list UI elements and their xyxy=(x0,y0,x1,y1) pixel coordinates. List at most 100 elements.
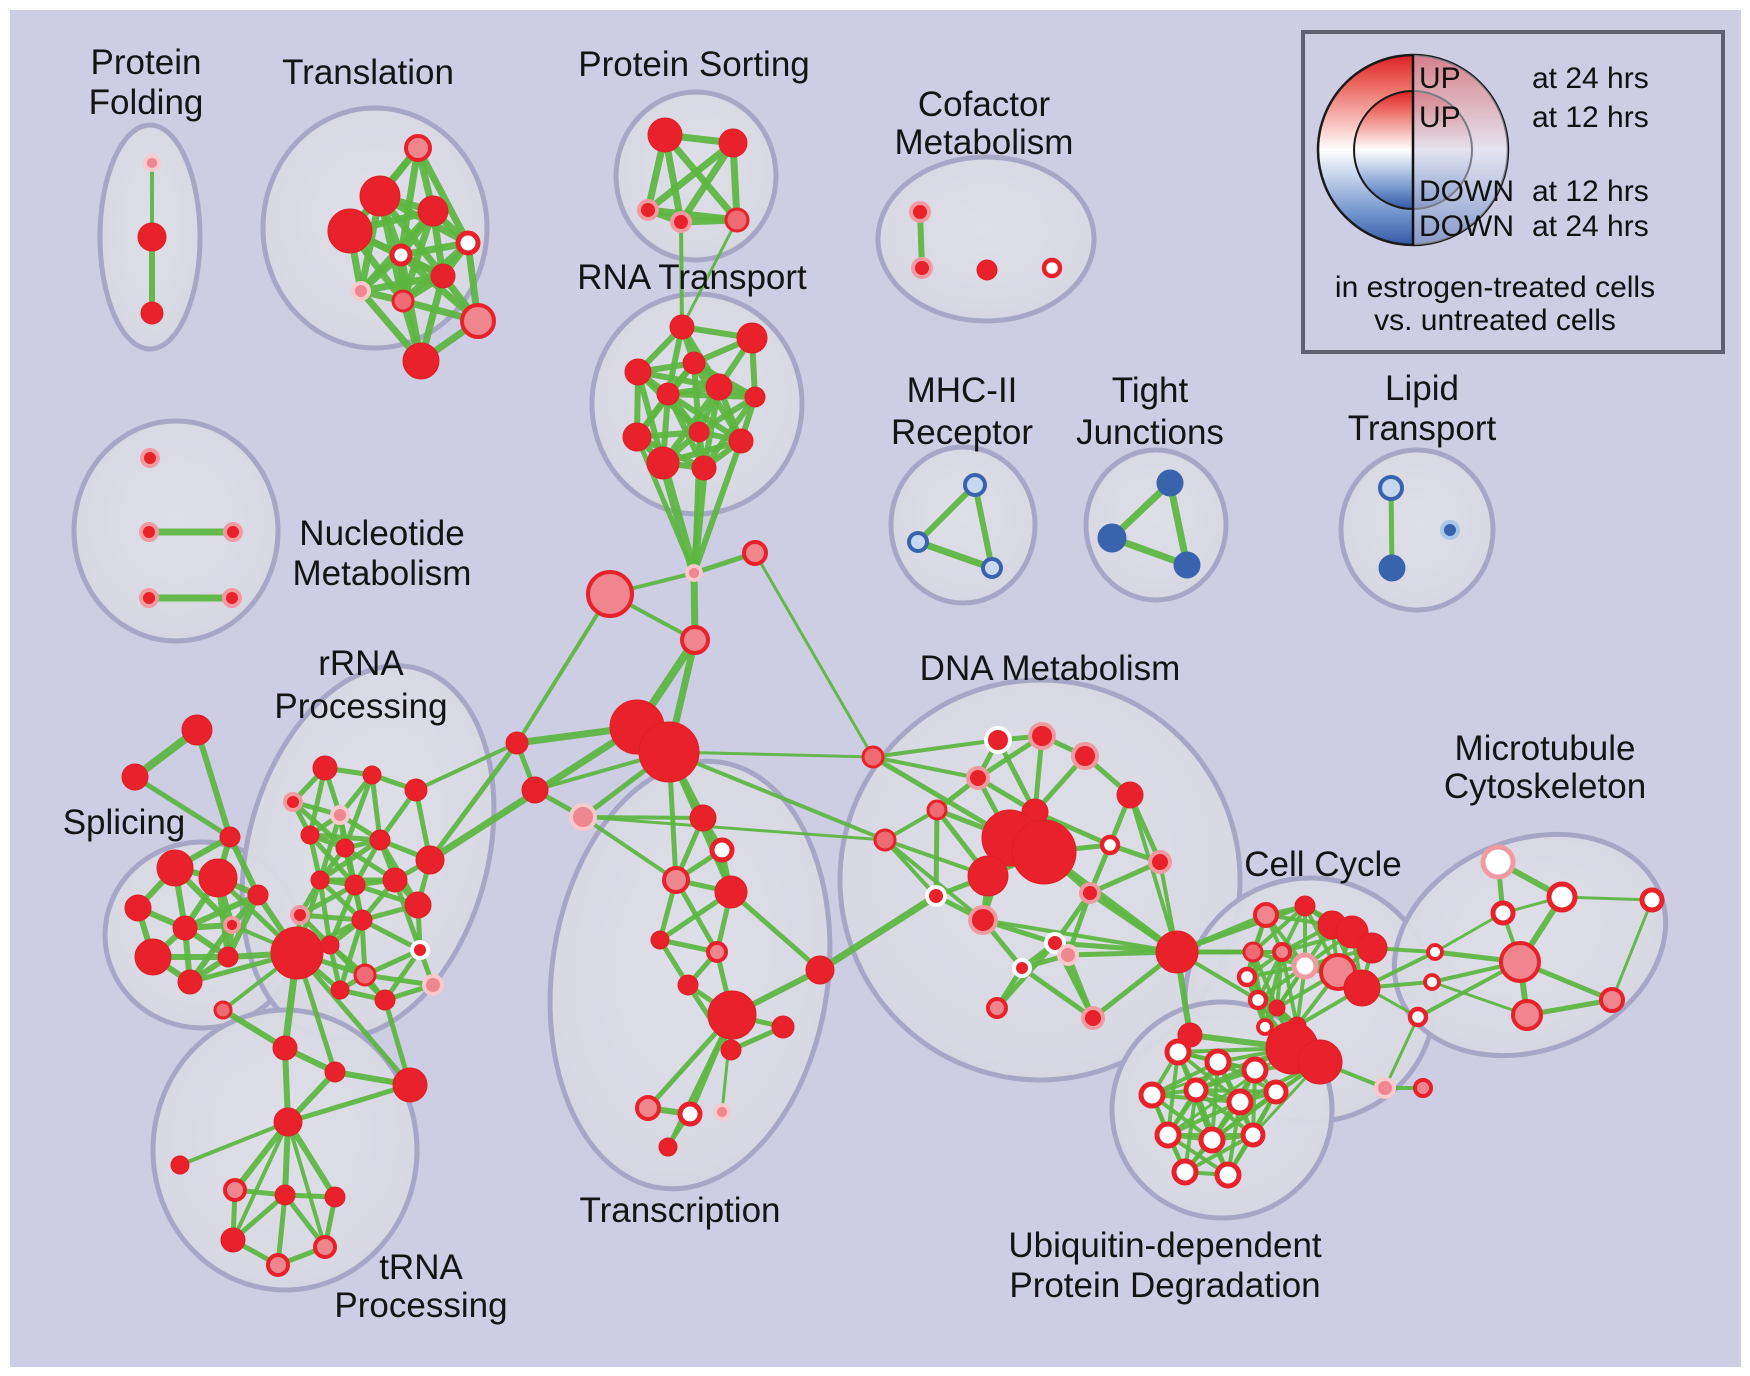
gene-node xyxy=(647,117,683,153)
gene-node xyxy=(1154,1121,1182,1149)
edge xyxy=(667,750,875,759)
edge xyxy=(680,218,739,329)
gene-node xyxy=(1164,1038,1192,1066)
gene-node xyxy=(1097,523,1127,553)
gene-node xyxy=(389,243,413,267)
cluster-label-protein-sorting: Protein Sorting xyxy=(578,45,810,84)
gene-node xyxy=(805,955,835,985)
gene-node xyxy=(402,342,440,380)
edge xyxy=(661,131,741,224)
cluster-label-lipid-transport: Lipid xyxy=(1385,369,1459,408)
cluster-bubble-mhc-ii-receptor xyxy=(888,444,1038,606)
edge xyxy=(871,738,1000,759)
legend-footer-text: vs. untreated cells xyxy=(1374,304,1616,337)
gene-node xyxy=(680,625,710,655)
cluster-label-trna-processing: Processing xyxy=(334,1286,507,1325)
cluster-label-nucleotide-metabolism: Metabolism xyxy=(293,554,472,593)
gene-node xyxy=(1079,882,1101,904)
gene-node xyxy=(1639,887,1665,913)
gene-node xyxy=(658,1137,678,1157)
legend-direction-label: DOWN xyxy=(1419,210,1514,243)
legend-direction-label: UP xyxy=(1419,62,1461,95)
gene-node xyxy=(1599,987,1625,1013)
gene-node xyxy=(273,1107,303,1137)
cluster-label-translation: Translation xyxy=(282,53,454,92)
edge xyxy=(728,889,823,973)
gene-node xyxy=(351,909,373,931)
gene-node xyxy=(1044,932,1066,954)
edge xyxy=(317,877,333,948)
edge xyxy=(581,815,678,882)
cluster-label-rrna-processing: Processing xyxy=(274,687,447,726)
gene-node xyxy=(873,828,897,852)
gene-node xyxy=(415,845,445,875)
gene-node xyxy=(650,930,670,950)
edge xyxy=(414,144,472,247)
gene-node xyxy=(1204,1048,1232,1076)
gene-node xyxy=(1440,520,1460,540)
gene-node xyxy=(1423,973,1441,991)
gene-node xyxy=(324,1186,346,1208)
legend: UP at 24 hrs UP at 12 hrs DOWN at 12 hrs DOWN a… xyxy=(1301,30,1725,354)
gene-node xyxy=(669,314,695,340)
cluster-label-microtubule-cytoskeleton: Microtubule xyxy=(1455,729,1636,768)
gene-node xyxy=(1028,722,1056,750)
gene-node xyxy=(274,1184,296,1206)
gene-node xyxy=(1240,1122,1266,1148)
edge xyxy=(285,1119,338,1200)
gene-node xyxy=(140,301,164,325)
edge xyxy=(1430,980,1529,1017)
edge xyxy=(634,434,697,576)
edge xyxy=(359,917,423,953)
gene-node xyxy=(1294,895,1316,917)
edge xyxy=(327,882,358,948)
cluster-label-cofactor-metabolism: Metabolism xyxy=(895,123,1074,162)
cluster-label-nucleotide-metabolism: Nucleotide xyxy=(299,514,464,553)
legend-time-label: at 24 hrs xyxy=(1532,210,1649,243)
gene-node xyxy=(505,731,529,755)
edge xyxy=(1128,793,1179,954)
gene-node xyxy=(662,866,690,894)
gene-node xyxy=(1256,1018,1274,1036)
gene-node xyxy=(1378,475,1404,501)
edge xyxy=(679,220,684,329)
edge xyxy=(1166,479,1191,569)
gene-node xyxy=(139,522,159,542)
legend-direction-label: UP xyxy=(1419,101,1461,134)
edge xyxy=(581,815,887,842)
gene-node xyxy=(1374,1077,1396,1099)
gene-node xyxy=(330,805,350,825)
gene-node xyxy=(1241,1056,1269,1084)
gene-nodes xyxy=(121,117,1665,1277)
edge xyxy=(182,892,261,931)
gene-node xyxy=(771,1015,795,1039)
gene-node xyxy=(622,422,652,452)
edge xyxy=(515,592,612,745)
gene-node xyxy=(134,938,172,976)
edge xyxy=(290,799,348,851)
gene-node xyxy=(404,778,428,802)
cluster-label-microtubule-cytoskeleton: Cytoskeleton xyxy=(1444,767,1646,806)
gene-node xyxy=(685,564,703,582)
gene-node xyxy=(861,745,885,769)
gene-node xyxy=(422,974,444,996)
legend-footer-text: in estrogen-treated cells xyxy=(1335,271,1655,304)
gene-node xyxy=(335,838,355,858)
edge xyxy=(1175,904,1307,954)
gene-node xyxy=(392,1067,428,1103)
gene-node xyxy=(1081,1006,1105,1030)
edge xyxy=(667,750,887,842)
edge xyxy=(981,918,1179,954)
cluster-label-splicing: Splicing xyxy=(63,803,186,842)
gene-node xyxy=(637,199,659,221)
edge xyxy=(753,551,875,759)
gene-node xyxy=(222,588,242,608)
gene-node xyxy=(283,792,303,812)
gene-node xyxy=(410,940,430,960)
gene-node xyxy=(374,989,396,1011)
edge xyxy=(816,892,940,974)
gene-node xyxy=(272,1035,298,1061)
gene-node xyxy=(1148,850,1172,874)
gene-node xyxy=(677,1101,703,1127)
